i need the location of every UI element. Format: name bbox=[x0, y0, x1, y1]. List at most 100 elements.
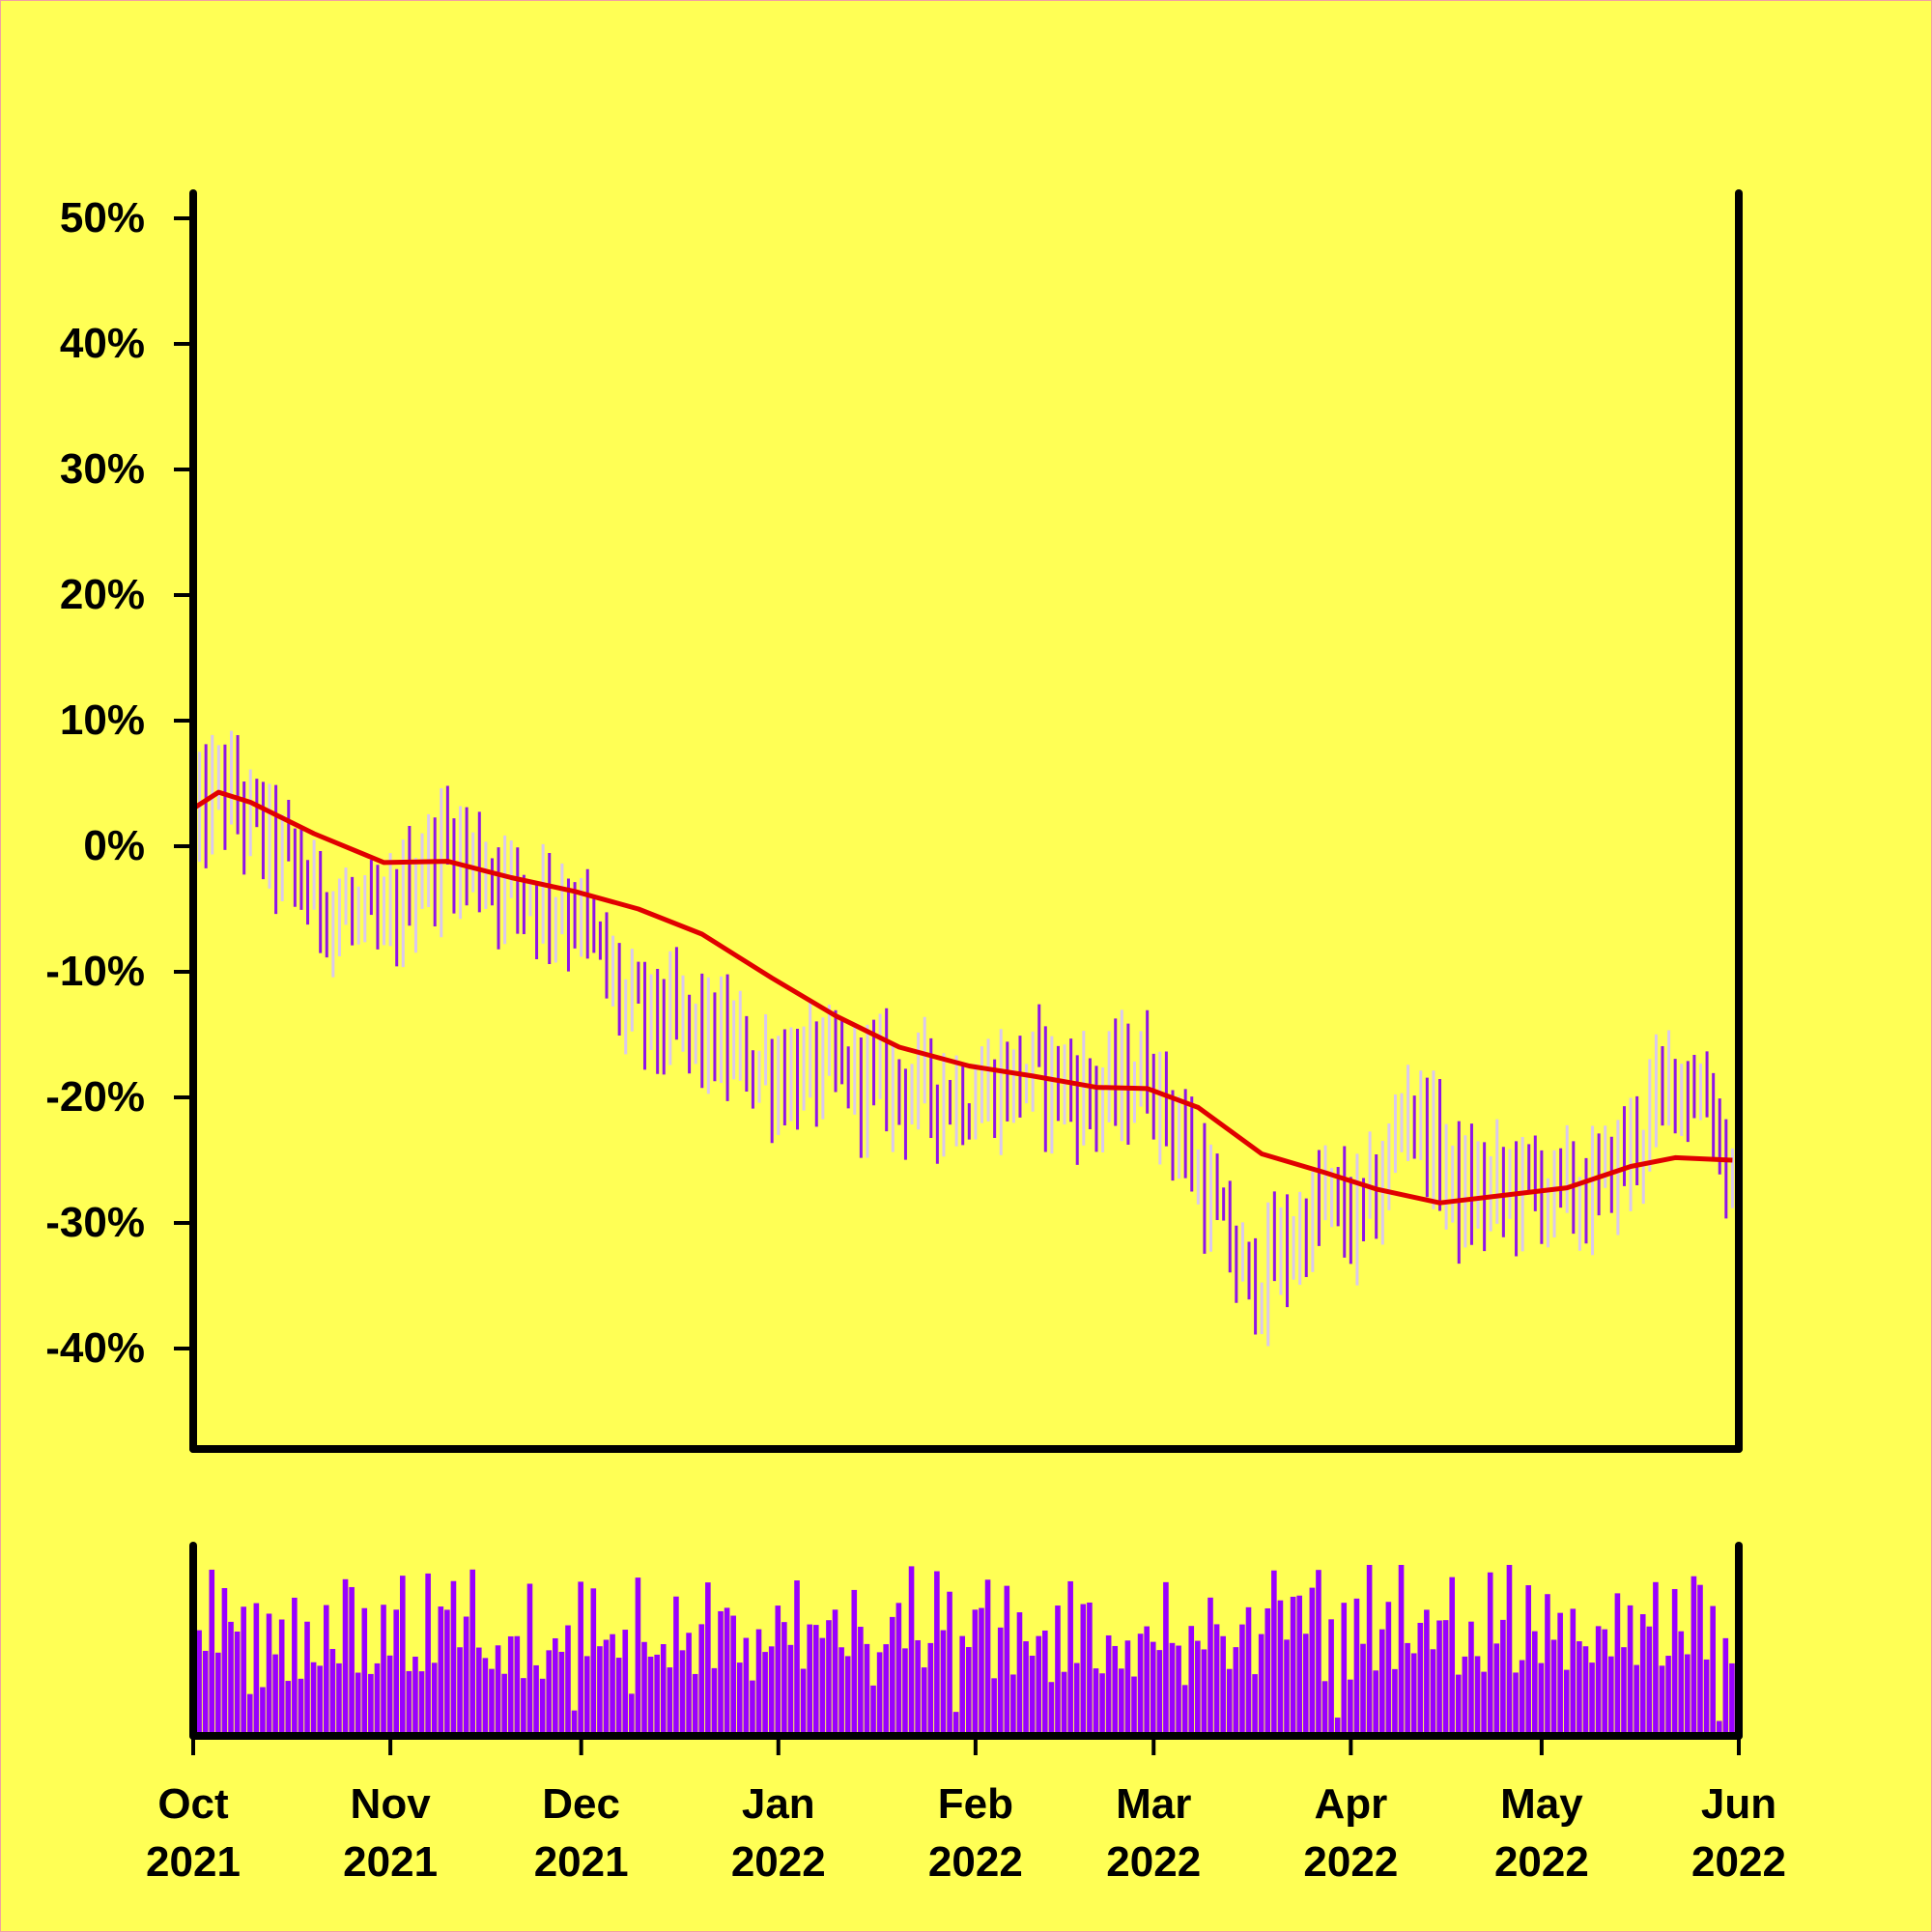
volume-bar bbox=[991, 1678, 997, 1736]
volume-bar bbox=[1550, 1639, 1557, 1736]
volume-bar bbox=[997, 1627, 1004, 1736]
volume-bar bbox=[1716, 1720, 1722, 1736]
volume-bar bbox=[1366, 1565, 1373, 1736]
volume-bar bbox=[546, 1650, 553, 1736]
volume-bar bbox=[399, 1576, 406, 1736]
volume-bar bbox=[292, 1597, 298, 1736]
volume-bar bbox=[221, 1587, 228, 1736]
volume-bar bbox=[310, 1662, 317, 1736]
volume-bar bbox=[927, 1642, 934, 1736]
volume-bar bbox=[393, 1609, 400, 1736]
volume-bar bbox=[1156, 1650, 1163, 1736]
volume-bar bbox=[1513, 1672, 1519, 1736]
volume-bar bbox=[1258, 1634, 1264, 1736]
y-tick-label: -40% bbox=[45, 1324, 145, 1372]
volume-bar bbox=[482, 1658, 489, 1736]
volume-bar bbox=[1563, 1669, 1570, 1736]
volume-bar bbox=[1290, 1596, 1296, 1736]
volume-bar bbox=[533, 1664, 539, 1736]
volume-bar bbox=[476, 1647, 482, 1736]
volume-bar bbox=[1010, 1674, 1016, 1736]
x-tick-month: Jun bbox=[1701, 1780, 1776, 1828]
volume-bar bbox=[1487, 1572, 1493, 1736]
volume-bar bbox=[755, 1629, 762, 1736]
volume-bar bbox=[615, 1658, 622, 1736]
volume-bar bbox=[979, 1607, 984, 1736]
volume-bar bbox=[1493, 1643, 1500, 1736]
volume-bar bbox=[1481, 1671, 1487, 1736]
volume-bar bbox=[876, 1652, 883, 1736]
volume-bar bbox=[1659, 1665, 1665, 1736]
y-tick-label: 50% bbox=[60, 194, 145, 242]
volume-bar bbox=[1055, 1605, 1061, 1736]
volume-bar bbox=[647, 1656, 654, 1736]
volume-bar bbox=[1525, 1585, 1532, 1736]
volume-bar bbox=[1048, 1682, 1055, 1736]
volume-bar bbox=[1608, 1656, 1614, 1736]
volume-bar bbox=[972, 1609, 979, 1736]
volume-bar bbox=[386, 1655, 393, 1736]
volume-bar bbox=[521, 1678, 526, 1736]
y-tick-label: 30% bbox=[60, 445, 145, 493]
volume-bar bbox=[1176, 1645, 1181, 1736]
volume-bar bbox=[1264, 1607, 1271, 1736]
volume-bar bbox=[304, 1621, 310, 1736]
volume-bar bbox=[1099, 1673, 1105, 1736]
volume-bar bbox=[215, 1652, 221, 1736]
volume-bar bbox=[597, 1646, 603, 1736]
volume-bar bbox=[1634, 1664, 1639, 1736]
volume-bar bbox=[660, 1644, 667, 1736]
volume-bar bbox=[1722, 1637, 1729, 1736]
x-tick-year: 2022 bbox=[928, 1838, 1023, 1886]
volume-bar bbox=[463, 1616, 469, 1736]
volume-bar bbox=[1442, 1620, 1449, 1736]
volume-bar bbox=[864, 1643, 870, 1736]
volume-bar bbox=[278, 1619, 285, 1736]
volume-bar bbox=[1150, 1641, 1156, 1736]
x-axis-ticks: Oct 2021 Nov 2021 Dec 2021 Jan 2022 Feb 2022 Mar 20… bbox=[146, 1736, 1786, 1886]
volume-bar bbox=[895, 1603, 902, 1736]
volume-bar bbox=[209, 1569, 215, 1736]
volume-bar bbox=[1119, 1668, 1124, 1736]
volume-bar bbox=[329, 1648, 336, 1736]
volume-bar bbox=[1201, 1649, 1208, 1736]
volume-bar bbox=[1131, 1676, 1137, 1736]
volume-bar bbox=[1302, 1634, 1309, 1736]
volume-bar bbox=[1226, 1668, 1233, 1736]
volume-bar bbox=[590, 1588, 597, 1736]
volume-bar bbox=[1316, 1570, 1321, 1736]
volume-bar bbox=[1093, 1668, 1099, 1736]
volume-bar bbox=[1061, 1671, 1067, 1736]
volume-bar bbox=[1557, 1612, 1563, 1736]
volume-bar bbox=[743, 1637, 750, 1736]
y-tick-label: -30% bbox=[45, 1199, 145, 1246]
volume-bar bbox=[750, 1680, 755, 1736]
x-tick-year: 2022 bbox=[1494, 1838, 1589, 1886]
y-tick-label: 0% bbox=[83, 822, 145, 869]
volume-bar bbox=[241, 1606, 246, 1736]
volume-bar bbox=[1577, 1641, 1582, 1736]
volume-bar bbox=[1671, 1588, 1678, 1736]
volume-bar bbox=[1639, 1614, 1646, 1736]
volume-bar bbox=[679, 1650, 686, 1736]
volume-bar bbox=[1519, 1660, 1525, 1736]
volume-bar bbox=[1373, 1670, 1378, 1736]
volume-bar bbox=[1073, 1662, 1080, 1736]
volume-bar bbox=[1124, 1640, 1131, 1736]
volume-bar bbox=[768, 1646, 775, 1736]
volume-bar bbox=[1621, 1647, 1627, 1736]
volume-bar bbox=[1016, 1612, 1023, 1736]
volume-bar bbox=[1398, 1565, 1405, 1736]
volume-bar bbox=[1538, 1662, 1545, 1736]
volume-bar bbox=[800, 1668, 807, 1736]
volume-bar bbox=[336, 1662, 342, 1736]
volume-bar bbox=[1545, 1594, 1550, 1736]
volume-bar bbox=[1220, 1635, 1226, 1736]
volume-bar bbox=[787, 1644, 794, 1736]
x-tick-year: 2022 bbox=[731, 1838, 826, 1886]
volume-bar bbox=[966, 1647, 972, 1736]
volume-bar bbox=[438, 1606, 444, 1736]
volume-bar bbox=[1532, 1631, 1538, 1736]
volume-bar bbox=[1449, 1577, 1456, 1736]
